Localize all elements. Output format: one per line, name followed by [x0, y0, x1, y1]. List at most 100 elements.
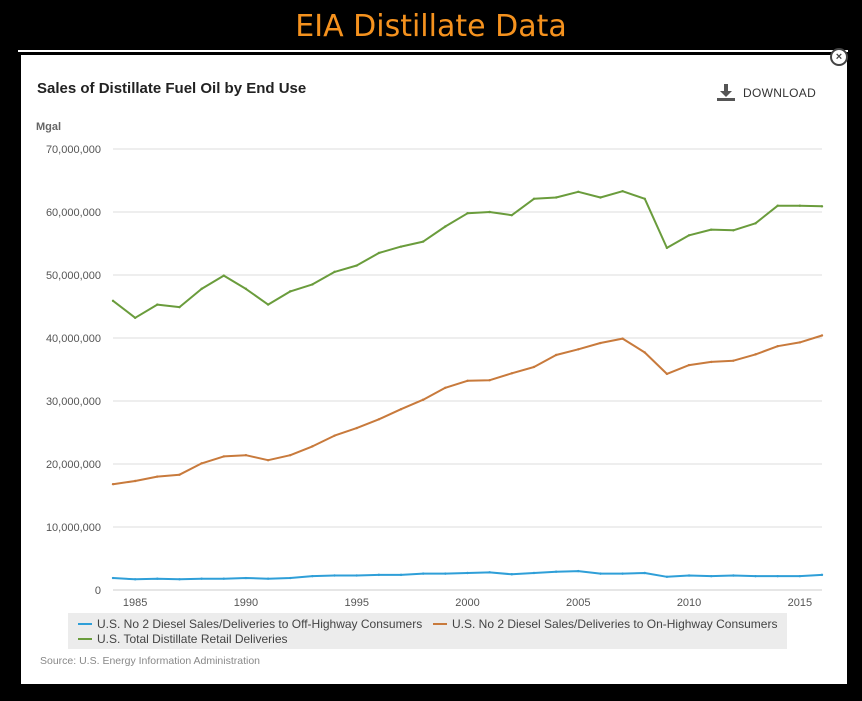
data-point: [776, 574, 779, 578]
legend-swatch: [78, 638, 92, 640]
legend-item-off-highway[interactable]: U.S. No 2 Diesel Sales/Deliveries to Off…: [78, 617, 422, 631]
data-point: [621, 190, 624, 193]
data-point: [754, 574, 757, 578]
data-point: [488, 571, 491, 574]
data-point: [820, 334, 824, 337]
data-point: [289, 576, 292, 580]
data-point: [599, 341, 602, 345]
data-point: [355, 264, 358, 267]
data-point: [798, 574, 802, 578]
total-distillate-series-line: [112, 190, 823, 319]
x-tick-label: 2015: [788, 597, 812, 609]
legend: U.S. No 2 Diesel Sales/Deliveries to Off…: [68, 613, 787, 649]
data-point: [577, 569, 580, 573]
data-point: [621, 572, 624, 575]
data-point: [200, 287, 203, 291]
legend-item-total-distillate[interactable]: U.S. Total Distillate Retail Deliveries: [78, 632, 288, 646]
data-point: [466, 379, 469, 383]
on-highway-series-line: [112, 334, 823, 486]
data-point: [377, 573, 381, 577]
data-point: [554, 353, 558, 357]
source-note: Source: U.S. Energy Information Administ…: [40, 655, 261, 667]
data-point: [732, 229, 735, 232]
data-point: [178, 578, 181, 581]
data-point: [355, 574, 358, 577]
data-point: [399, 407, 403, 411]
legend-item-on-highway[interactable]: U.S. No 2 Diesel Sales/Deliveries to On-…: [433, 617, 777, 631]
data-point: [466, 212, 469, 215]
data-point: [289, 453, 292, 457]
data-point: [643, 197, 646, 200]
data-point: [111, 299, 115, 303]
y-tick-label: 10,000,000: [46, 522, 101, 534]
data-point: [820, 205, 824, 208]
data-point: [510, 213, 514, 217]
data-point: [421, 398, 425, 401]
data-point: [421, 572, 425, 575]
data-point: [156, 577, 159, 580]
y-tick-label: 30,000,000: [46, 396, 101, 408]
data-point: [333, 270, 336, 274]
data-point: [244, 287, 248, 291]
x-tick-label: 1995: [344, 597, 368, 609]
data-point: [244, 453, 248, 457]
data-point: [333, 574, 336, 577]
data-point: [200, 577, 203, 580]
download-button[interactable]: DOWNLOAD: [716, 84, 816, 102]
data-point: [156, 475, 159, 478]
x-tick-label: 1990: [234, 597, 258, 609]
data-point: [444, 572, 447, 575]
data-point: [710, 228, 713, 231]
y-tick-label: 60,000,000: [46, 207, 101, 219]
data-point: [311, 283, 314, 286]
data-point: [156, 303, 159, 306]
close-icon[interactable]: ×: [830, 48, 848, 66]
banner-divider: [18, 50, 848, 52]
data-point: [798, 341, 802, 344]
data-point: [554, 570, 558, 573]
data-point: [333, 434, 336, 437]
data-point: [665, 575, 669, 578]
data-point: [776, 204, 779, 207]
data-point: [732, 359, 735, 362]
data-point: [111, 576, 115, 580]
data-point: [732, 574, 735, 577]
data-point: [687, 574, 691, 577]
data-point: [133, 479, 137, 483]
data-point: [488, 379, 491, 382]
data-point: [133, 316, 137, 320]
legend-label: U.S. No 2 Diesel Sales/Deliveries to Off…: [97, 617, 423, 631]
data-point: [532, 197, 536, 200]
data-point: [665, 372, 669, 376]
data-point: [687, 363, 691, 367]
legend-label: U.S. Total Distillate Retail Deliveries: [97, 632, 288, 646]
data-point: [178, 305, 181, 309]
y-tick-label: 70,000,000: [46, 144, 101, 156]
chart-title: Sales of Distillate Fuel Oil by End Use: [37, 80, 307, 97]
data-point: [311, 445, 314, 448]
data-point: [710, 360, 713, 364]
data-point: [311, 574, 314, 578]
data-point: [754, 222, 757, 225]
data-point: [355, 426, 358, 430]
data-point: [621, 337, 624, 340]
data-point: [200, 462, 203, 465]
download-icon: [717, 84, 735, 101]
data-point: [266, 459, 270, 462]
y-tick-label: 0: [95, 585, 101, 597]
data-point: [377, 418, 381, 421]
x-tick-label: 1985: [123, 597, 147, 609]
data-point: [577, 348, 580, 351]
data-point: [488, 210, 491, 214]
x-tick-label: 2010: [677, 597, 701, 609]
data-point: [776, 344, 779, 348]
x-tick-label: 2005: [566, 597, 590, 609]
download-label: DOWNLOAD: [743, 86, 817, 100]
data-point: [289, 290, 292, 293]
data-point: [222, 274, 225, 277]
legend-swatch: [433, 623, 447, 625]
data-point: [754, 353, 757, 356]
y-tick-label: 20,000,000: [46, 459, 101, 471]
data-point: [820, 573, 824, 577]
